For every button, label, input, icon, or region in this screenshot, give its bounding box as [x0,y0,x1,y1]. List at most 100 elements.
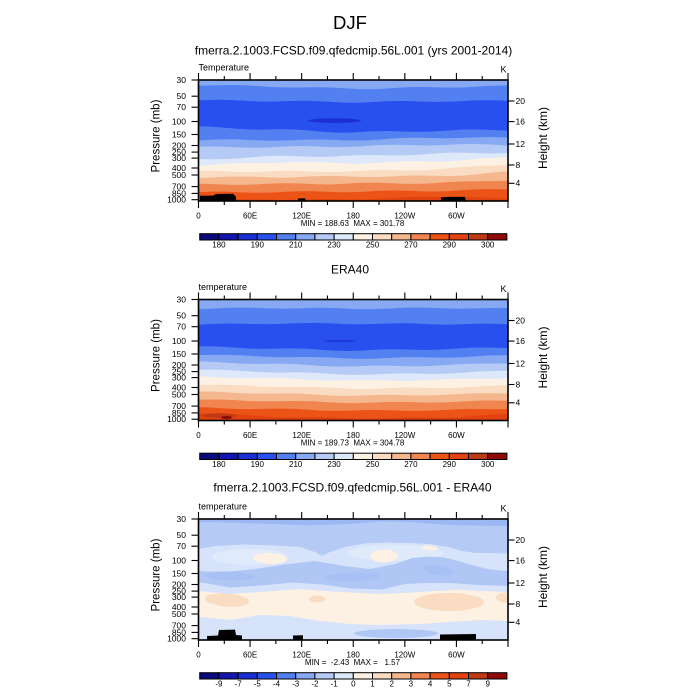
svg-text:0: 0 [196,651,201,660]
svg-text:700: 700 [172,621,186,631]
svg-text:120W: 120W [394,651,415,660]
svg-text:MIN = 188.63 MAX = 301.78: MIN = 188.63 MAX = 301.78 [301,219,405,228]
svg-text:-5: -5 [254,680,262,689]
svg-text:20: 20 [516,535,526,545]
svg-text:190: 190 [251,460,265,469]
svg-text:100: 100 [172,116,186,126]
svg-text:30: 30 [177,514,187,524]
svg-text:-1: -1 [331,680,339,689]
svg-text:0: 0 [351,680,356,689]
svg-text:Pressure (mb): Pressure (mb) [151,319,163,392]
svg-text:700: 700 [172,182,186,192]
svg-text:150: 150 [172,129,186,139]
svg-text:K: K [500,504,506,514]
svg-text:4: 4 [516,398,521,408]
svg-text:300: 300 [172,373,186,383]
svg-text:230: 230 [327,241,341,250]
svg-text:300: 300 [172,592,186,602]
svg-text:K: K [500,284,506,294]
svg-text:250: 250 [366,241,380,250]
svg-text:250: 250 [366,460,380,469]
svg-text:60E: 60E [243,651,257,660]
svg-text:0: 0 [196,431,201,440]
svg-text:2: 2 [389,680,394,689]
svg-text:12: 12 [516,358,526,368]
svg-text:8: 8 [516,160,521,170]
svg-text:3: 3 [409,680,414,689]
svg-text:12: 12 [516,578,526,588]
svg-text:200: 200 [172,360,186,370]
svg-text:150: 150 [172,568,186,578]
svg-text:120E: 120E [292,212,311,221]
svg-text:300: 300 [172,153,186,163]
svg-text:7: 7 [466,680,471,689]
svg-text:250: 250 [172,147,186,157]
svg-text:-4: -4 [273,680,281,689]
svg-text:180: 180 [347,212,361,221]
svg-text:500: 500 [172,170,186,180]
svg-text:fmerra.2.1003.FCSD.f09.qfedcmi: fmerra.2.1003.FCSD.f09.qfedcmip.56L.001 … [195,44,513,58]
svg-text:Temperature: Temperature [199,63,250,73]
svg-text:190: 190 [251,241,265,250]
svg-text:8: 8 [516,379,521,389]
svg-text:60W: 60W [448,651,465,660]
svg-text:850: 850 [172,408,186,418]
svg-text:DJF: DJF [333,12,367,33]
svg-text:-3: -3 [292,680,300,689]
svg-text:210: 210 [289,460,303,469]
svg-text:12: 12 [516,139,526,149]
svg-text:Pressure (mb): Pressure (mb) [151,99,163,172]
svg-text:270: 270 [404,241,418,250]
svg-text:ERA40: ERA40 [331,263,369,277]
svg-text:8: 8 [516,599,521,609]
svg-text:Height (km): Height (km) [536,107,550,169]
svg-text:20: 20 [516,96,526,106]
svg-text:50: 50 [177,311,187,321]
svg-text:K: K [500,65,506,75]
svg-text:180: 180 [212,460,226,469]
svg-text:0: 0 [196,212,201,221]
svg-text:300: 300 [481,241,495,250]
svg-text:850: 850 [172,188,186,198]
svg-text:20: 20 [516,315,526,325]
svg-text:400: 400 [172,163,186,173]
svg-text:180: 180 [347,651,361,660]
svg-text:500: 500 [172,389,186,399]
svg-text:4: 4 [516,617,521,627]
svg-text:temperature: temperature [199,282,248,292]
svg-text:1000: 1000 [167,634,186,644]
svg-text:290: 290 [443,241,457,250]
svg-text:Height (km): Height (km) [536,326,550,388]
svg-text:-7: -7 [235,680,243,689]
svg-text:30: 30 [177,75,187,85]
svg-text:250: 250 [172,367,186,377]
svg-text:Height (km): Height (km) [536,546,550,608]
svg-text:290: 290 [443,460,457,469]
svg-text:850: 850 [172,627,186,637]
svg-text:120W: 120W [394,212,415,221]
svg-text:MIN = 189.73 MAX = 304.78: MIN = 189.73 MAX = 304.78 [301,439,405,448]
svg-text:60W: 60W [448,212,465,221]
svg-text:1: 1 [370,680,375,689]
svg-text:180: 180 [347,431,361,440]
svg-text:temperature: temperature [199,502,248,512]
svg-text:100: 100 [172,555,186,565]
svg-text:200: 200 [172,579,186,589]
svg-text:120E: 120E [292,431,311,440]
svg-text:250: 250 [172,586,186,596]
svg-text:400: 400 [172,602,186,612]
svg-text:70: 70 [177,322,187,332]
svg-text:200: 200 [172,140,186,150]
svg-text:70: 70 [177,102,187,112]
svg-text:230: 230 [327,460,341,469]
svg-text:Pressure (mb): Pressure (mb) [151,538,163,611]
svg-text:120W: 120W [394,431,415,440]
svg-text:-2: -2 [311,680,319,689]
svg-text:100: 100 [172,336,186,346]
svg-text:60E: 60E [243,431,257,440]
svg-text:1000: 1000 [167,414,186,424]
svg-text:16: 16 [516,556,526,566]
svg-text:16: 16 [516,336,526,346]
svg-text:60W: 60W [448,431,465,440]
svg-text:60E: 60E [243,212,257,221]
